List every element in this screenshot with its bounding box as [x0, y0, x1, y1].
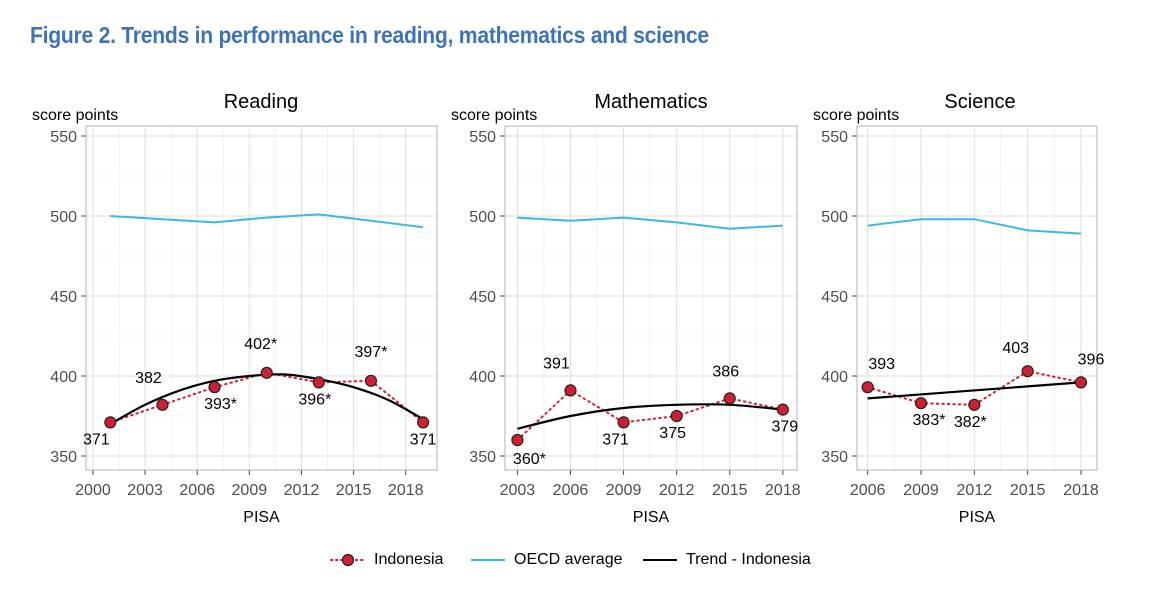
data-point-marker — [861, 381, 874, 394]
x-tick-label: 2009 — [606, 482, 642, 499]
y-tick-label: 400 — [50, 369, 77, 386]
data-point-marker — [1021, 365, 1034, 378]
data-point-marker — [723, 392, 736, 405]
x-tick-label: 2009 — [232, 482, 268, 499]
y-tick-label: 350 — [469, 449, 496, 466]
data-label: 402* — [244, 336, 277, 353]
data-label: 375 — [659, 425, 686, 442]
panel-title: Science — [944, 91, 1015, 113]
panel-science: 350 400 450 500 550 2006 2009 2012 2015 2018 Scien… — [813, 91, 1104, 526]
data-label: 393 — [868, 356, 895, 373]
x-axis-label: PISA — [243, 509, 280, 526]
x-tick-label: 2009 — [903, 482, 939, 499]
data-label: 371 — [83, 431, 110, 448]
x-tick-label: 2015 — [336, 482, 372, 499]
y-tick-label: 450 — [821, 289, 848, 306]
y-tick-label: 500 — [50, 209, 77, 226]
panel-reading: 350 400 450 500 550 2000 2003 2006 2009 2012 2015 2… — [32, 91, 438, 526]
x-tick-label: 2018 — [765, 482, 801, 499]
data-label: 382* — [954, 414, 987, 431]
panel-border — [504, 125, 798, 471]
x-tick-label: 2018 — [1063, 482, 1099, 499]
data-label: 391 — [543, 355, 570, 372]
data-point-marker — [312, 376, 325, 389]
panel-border — [856, 125, 1098, 471]
series-trend-indonesia-line — [867, 381, 1082, 400]
data-label: 386 — [712, 363, 739, 380]
series-oecd-average-line — [517, 216, 783, 230]
data-label: 379 — [771, 419, 798, 436]
x-tick-label: 2012 — [957, 482, 993, 499]
y-tick-label: 500 — [469, 209, 496, 226]
panel-title: Reading — [224, 91, 299, 113]
x-tick-label: 2015 — [712, 482, 748, 499]
panel-title: Mathematics — [594, 91, 707, 113]
data-point-marker — [968, 398, 981, 411]
data-point-marker — [156, 398, 169, 411]
y-tick-label: 550 — [821, 129, 848, 146]
x-tick-label: 2018 — [388, 482, 424, 499]
x-tick-label: 2012 — [284, 482, 320, 499]
data-label: 383* — [913, 412, 946, 429]
data-point-marker — [914, 397, 928, 410]
y-axis-label: score points — [813, 107, 899, 124]
data-point-marker — [776, 403, 789, 416]
data-label: 403 — [1002, 340, 1029, 357]
y-tick-label: 350 — [821, 449, 848, 466]
data-label: 396* — [298, 391, 331, 408]
data-point-marker — [364, 374, 378, 387]
y-tick-label: 500 — [821, 209, 848, 226]
data-point-marker — [511, 433, 524, 447]
data-point-marker — [104, 416, 117, 429]
data-point-marker — [416, 416, 430, 429]
y-tick-label: 550 — [50, 129, 77, 146]
x-tick-label: 2006 — [553, 482, 589, 499]
data-point-marker — [1074, 376, 1088, 389]
x-tick-label: 2003 — [500, 482, 536, 499]
figure-title: Figure 2. Trends in performance in readi… — [30, 22, 709, 48]
y-tick-label: 550 — [469, 129, 496, 146]
data-point-marker — [208, 381, 221, 394]
data-label: 382 — [135, 370, 162, 387]
data-label: 397* — [355, 344, 388, 361]
panel-mathematics: 350 400 450 500 550 2003 2006 2009 2012 2015 2018 M… — [451, 91, 801, 526]
series-oecd-average-line — [867, 218, 1082, 235]
panel-background — [505, 126, 797, 470]
data-point-marker — [260, 366, 273, 379]
x-tick-label: 2003 — [127, 482, 163, 499]
x-tick-label: 2000 — [75, 482, 111, 499]
data-label: 396 — [1078, 351, 1105, 368]
y-tick-label: 350 — [50, 449, 77, 466]
y-tick-label: 400 — [821, 369, 848, 386]
y-tick-label: 400 — [469, 369, 496, 386]
x-tick-label: 2015 — [1010, 482, 1046, 499]
data-label: 371 — [410, 431, 437, 448]
x-tick-label: 2006 — [179, 482, 215, 499]
series-oecd-average-line — [110, 213, 424, 229]
series-indonesia-line — [516, 389, 784, 441]
data-point-marker — [670, 409, 683, 423]
x-tick-label: 2006 — [850, 482, 886, 499]
x-tick-label: 2012 — [659, 482, 695, 499]
x-axis-label: PISA — [959, 509, 996, 526]
y-axis-label: score points — [32, 107, 118, 124]
panel-border — [85, 125, 438, 471]
data-label: 393* — [204, 396, 237, 413]
series-trend-indonesia-line — [517, 403, 783, 430]
y-tick-label: 450 — [469, 289, 496, 306]
data-label: 371 — [602, 431, 629, 448]
y-axis-label: score points — [451, 107, 537, 124]
y-tick-label: 450 — [50, 289, 77, 306]
panel-background — [857, 126, 1097, 470]
x-axis-label: PISA — [633, 509, 670, 526]
panel-background — [86, 126, 437, 470]
data-point-marker — [564, 384, 577, 397]
data-point-marker — [617, 416, 630, 429]
data-label: 360* — [513, 451, 546, 468]
